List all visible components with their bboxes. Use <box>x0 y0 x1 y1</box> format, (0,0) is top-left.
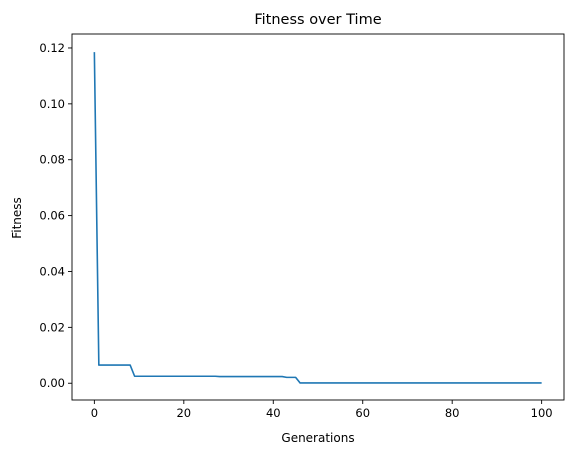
x-tick-label: 20 <box>176 406 191 420</box>
y-tick-label: 0.02 <box>39 320 65 334</box>
chart-title: Fitness over Time <box>254 12 381 28</box>
y-tick-label: 0.04 <box>39 264 65 278</box>
x-tick-label: 80 <box>445 406 460 420</box>
fitness-line <box>93 52 542 384</box>
x-axis-label: Generations <box>281 431 354 445</box>
plot-area <box>71 33 565 401</box>
y-axis-ticks: 0.00 0.02 0.04 0.06 0.08 0.10 0.12 <box>39 41 72 390</box>
axes-frame <box>71 33 565 401</box>
x-tick-label: 60 <box>355 406 370 420</box>
y-tick-label: 0.12 <box>39 41 65 55</box>
x-tick-label: 100 <box>531 406 553 420</box>
x-tick-label: 0 <box>91 406 98 420</box>
y-axis-label: Fitness <box>10 197 24 239</box>
y-tick-label: 0.00 <box>39 376 65 390</box>
y-tick-label: 0.08 <box>39 153 65 167</box>
x-tick-label: 40 <box>266 406 281 420</box>
y-tick-label: 0.10 <box>39 97 65 111</box>
y-tick-label: 0.06 <box>39 209 65 223</box>
x-axis-ticks: 0 20 40 60 80 100 <box>91 400 553 420</box>
